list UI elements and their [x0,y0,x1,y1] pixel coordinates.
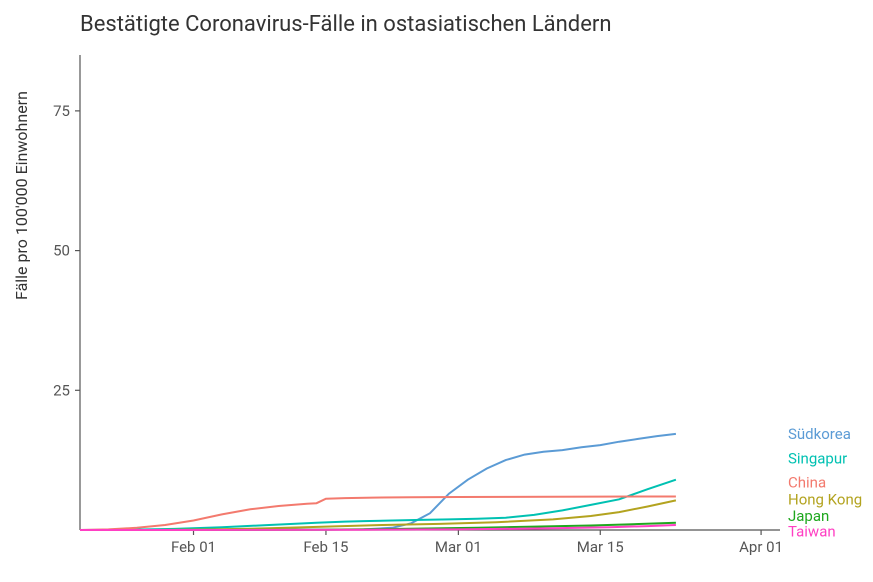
series-label-taiwan: Taiwan [788,523,836,541]
x-tick-label: Feb 01 [171,538,216,556]
series-label-singapur: Singapur [788,449,847,467]
series-label-china: China [788,474,826,492]
x-tick-label: Mar 01 [435,538,482,556]
series-label-hong kong: Hong Kong [788,490,862,508]
chart-plot: 25 50 75 Feb 01 Feb 15 Mar 01 Mar 15 Apr 01 Südk… [0,0,873,582]
x-tick-label: Mar 15 [577,538,624,556]
y-tick-label: 25 [53,381,70,399]
series-line-singapur [80,480,676,530]
x-tick-label: Feb 15 [303,538,348,556]
series-label-südkorea: Südkorea [788,425,851,443]
x-tick-label: Apr 01 [739,538,783,556]
y-tick-label: 50 [53,242,70,260]
y-tick-label: 75 [53,102,70,120]
chart-container: Bestätigte Coronavirus-Fälle in ostasiat… [0,0,873,582]
